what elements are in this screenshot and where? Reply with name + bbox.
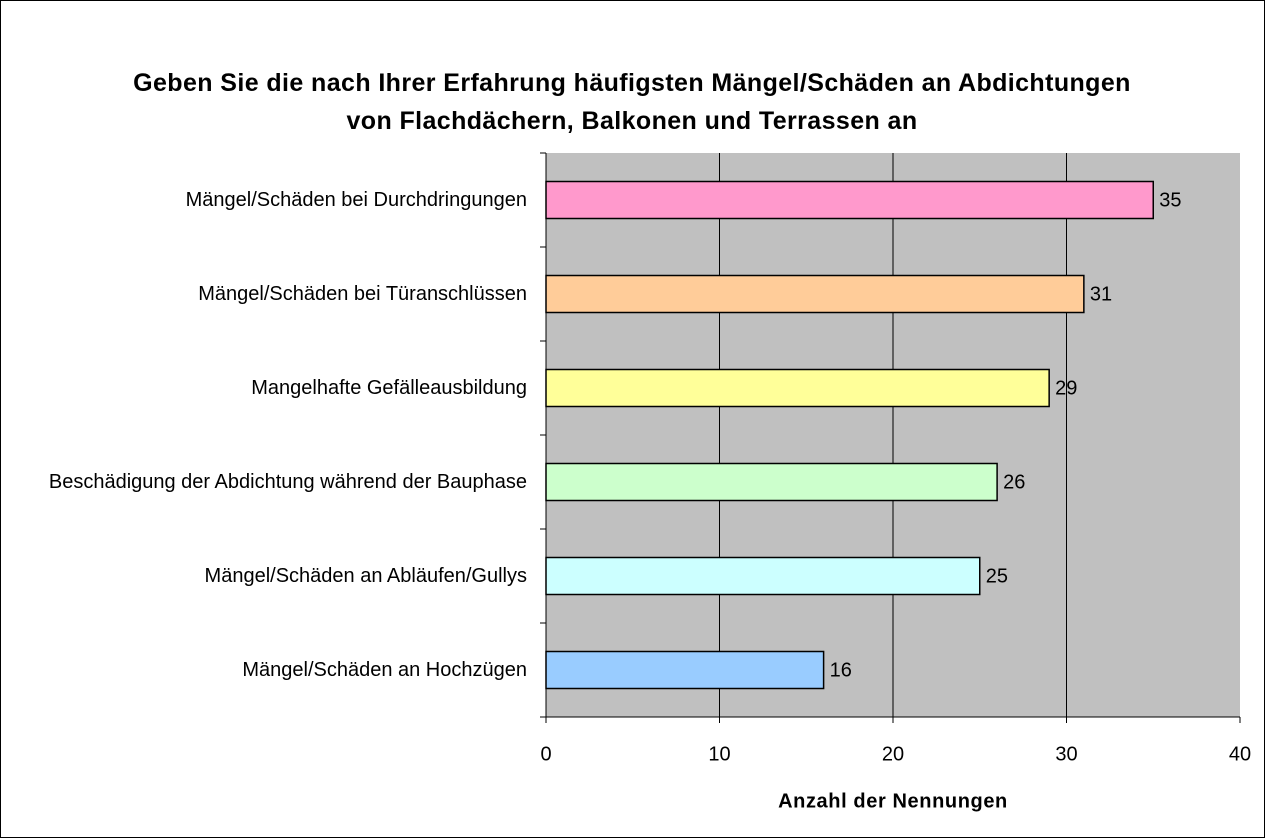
y-tick-label: Mängel/Schäden an Abläufen/Gullys — [204, 565, 527, 587]
x-tick-label: 0 — [540, 743, 551, 765]
y-tick-label: Beschädigung der Abdichtung während der … — [48, 471, 527, 493]
data-label: 16 — [830, 659, 852, 681]
y-tick-label: Mangelhafte Gefälleausbildung — [251, 377, 527, 399]
bar — [545, 180, 1154, 220]
data-label: 35 — [1159, 189, 1181, 211]
data-label: 29 — [1055, 377, 1077, 399]
data-label: 26 — [1003, 471, 1025, 493]
data-label: 31 — [1090, 283, 1112, 305]
y-tick-label: Mängel/Schäden bei Durchdringungen — [185, 189, 527, 211]
bar — [545, 650, 825, 690]
y-tick-label-box: Mängel/Schäden bei Durchdringungen — [7, 160, 527, 240]
x-tick-label: 30 — [1055, 743, 1077, 765]
y-tick-label-box: Mangelhafte Gefälleausbildung — [7, 348, 527, 428]
x-tick-label: 20 — [882, 743, 904, 765]
x-tick-label: 40 — [1229, 743, 1251, 765]
y-tick-label: Mängel/Schäden an Hochzügen — [242, 659, 527, 681]
y-tick-label-box: Mängel/Schäden bei Türanschlüssen — [7, 254, 527, 334]
bar — [545, 556, 981, 596]
data-label: 25 — [986, 565, 1008, 587]
bar — [545, 368, 1050, 408]
y-tick-label-box: Beschädigung der Abdichtung während der … — [7, 442, 527, 522]
y-tick-label-box: Mängel/Schäden an Abläufen/Gullys — [7, 536, 527, 616]
y-tick-label: Mängel/Schäden bei Türanschlüssen — [198, 283, 527, 305]
chart-title: Geben Sie die nach Ihrer Erfahrung häufi… — [133, 69, 1131, 135]
bar — [545, 462, 998, 502]
bar — [545, 274, 1085, 314]
x-axis-title: Anzahl der Nennungen — [778, 790, 1008, 812]
y-tick-label-box: Mängel/Schäden an Hochzügen — [7, 630, 527, 710]
x-tick-label: 10 — [708, 743, 730, 765]
